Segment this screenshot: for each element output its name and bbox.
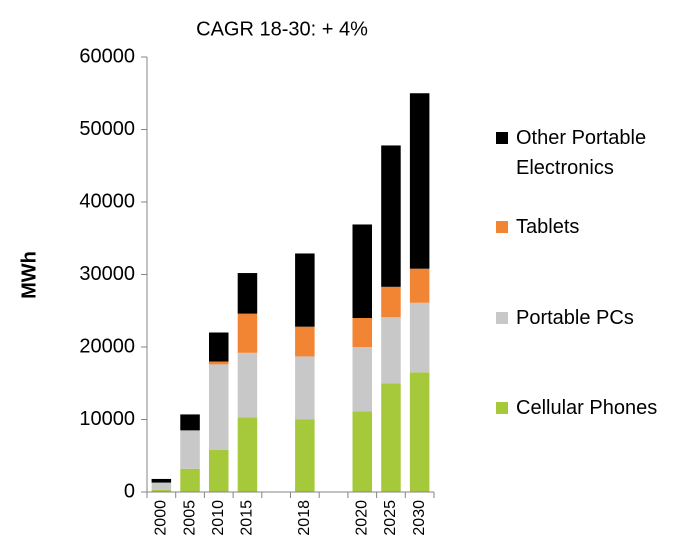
y-tick-label: 30000 [79, 263, 135, 285]
x-tick-label: 2030 [411, 500, 428, 536]
bar-segment [295, 326, 315, 357]
y-tick-label: 40000 [79, 190, 135, 212]
bar-segment [295, 356, 315, 420]
bar-segment [409, 372, 430, 492]
legend-item: Other Portable Electronics [496, 123, 676, 183]
bar-segment [151, 489, 172, 492]
bar-segment [409, 302, 430, 373]
legend-item: Portable PCs [496, 303, 676, 333]
x-tick-label: 2010 [210, 500, 227, 536]
bar-segment [237, 417, 258, 492]
x-tick-label: 2005 [181, 500, 198, 536]
bar-segment [151, 478, 172, 483]
bar-segment [295, 253, 315, 327]
legend-label: Other Portable Electronics [516, 127, 647, 179]
legend-item: Tablets [496, 212, 676, 242]
bar-segment [180, 468, 200, 492]
x-tick-label: 2015 [239, 500, 256, 536]
y-tick-label: 20000 [79, 335, 135, 357]
bar-segment [381, 145, 401, 287]
legend-swatch [496, 402, 508, 414]
bar-segment [381, 317, 401, 384]
y-tick-label: 0 [124, 480, 135, 502]
bar-segment [180, 430, 200, 469]
bar-segment [352, 224, 373, 318]
bar-segment [352, 318, 373, 347]
y-tick-label: 60000 [79, 45, 135, 67]
legend-label: Portable PCs [516, 307, 634, 329]
bar-segment [237, 313, 258, 353]
legend-label: Tablets [516, 216, 580, 238]
bar-segment [352, 411, 373, 492]
bar-segment [180, 414, 200, 431]
bar-segment [352, 347, 373, 412]
legend-swatch [496, 312, 508, 324]
x-tick-label: 2000 [153, 500, 170, 536]
bar-segment [409, 93, 430, 269]
bar-segment [151, 482, 172, 490]
bar-segment [237, 352, 258, 418]
x-tick-label: 2025 [382, 500, 399, 536]
y-tick-label: 50000 [79, 118, 135, 140]
bar-segment [381, 383, 401, 492]
x-tick-label: 2020 [353, 500, 370, 536]
legend-swatch [496, 221, 508, 233]
chart-title: CAGR 18-30: + 4% [196, 18, 368, 40]
bar-segment [208, 364, 229, 450]
bar-segment [208, 361, 229, 365]
x-tick-label: 2018 [296, 500, 313, 536]
bar-segment [381, 286, 401, 318]
legend-item: Cellular Phones [496, 393, 676, 423]
legend-swatch [496, 132, 508, 144]
y-tick-label: 10000 [79, 408, 135, 430]
y-axis-label: MWh [18, 251, 40, 299]
legend-label: Cellular Phones [516, 397, 658, 419]
bar-segment [295, 419, 315, 492]
bar-segment [208, 449, 229, 492]
bar-segment [409, 268, 430, 303]
bar-segment [237, 273, 258, 314]
bar-segment [208, 332, 229, 362]
